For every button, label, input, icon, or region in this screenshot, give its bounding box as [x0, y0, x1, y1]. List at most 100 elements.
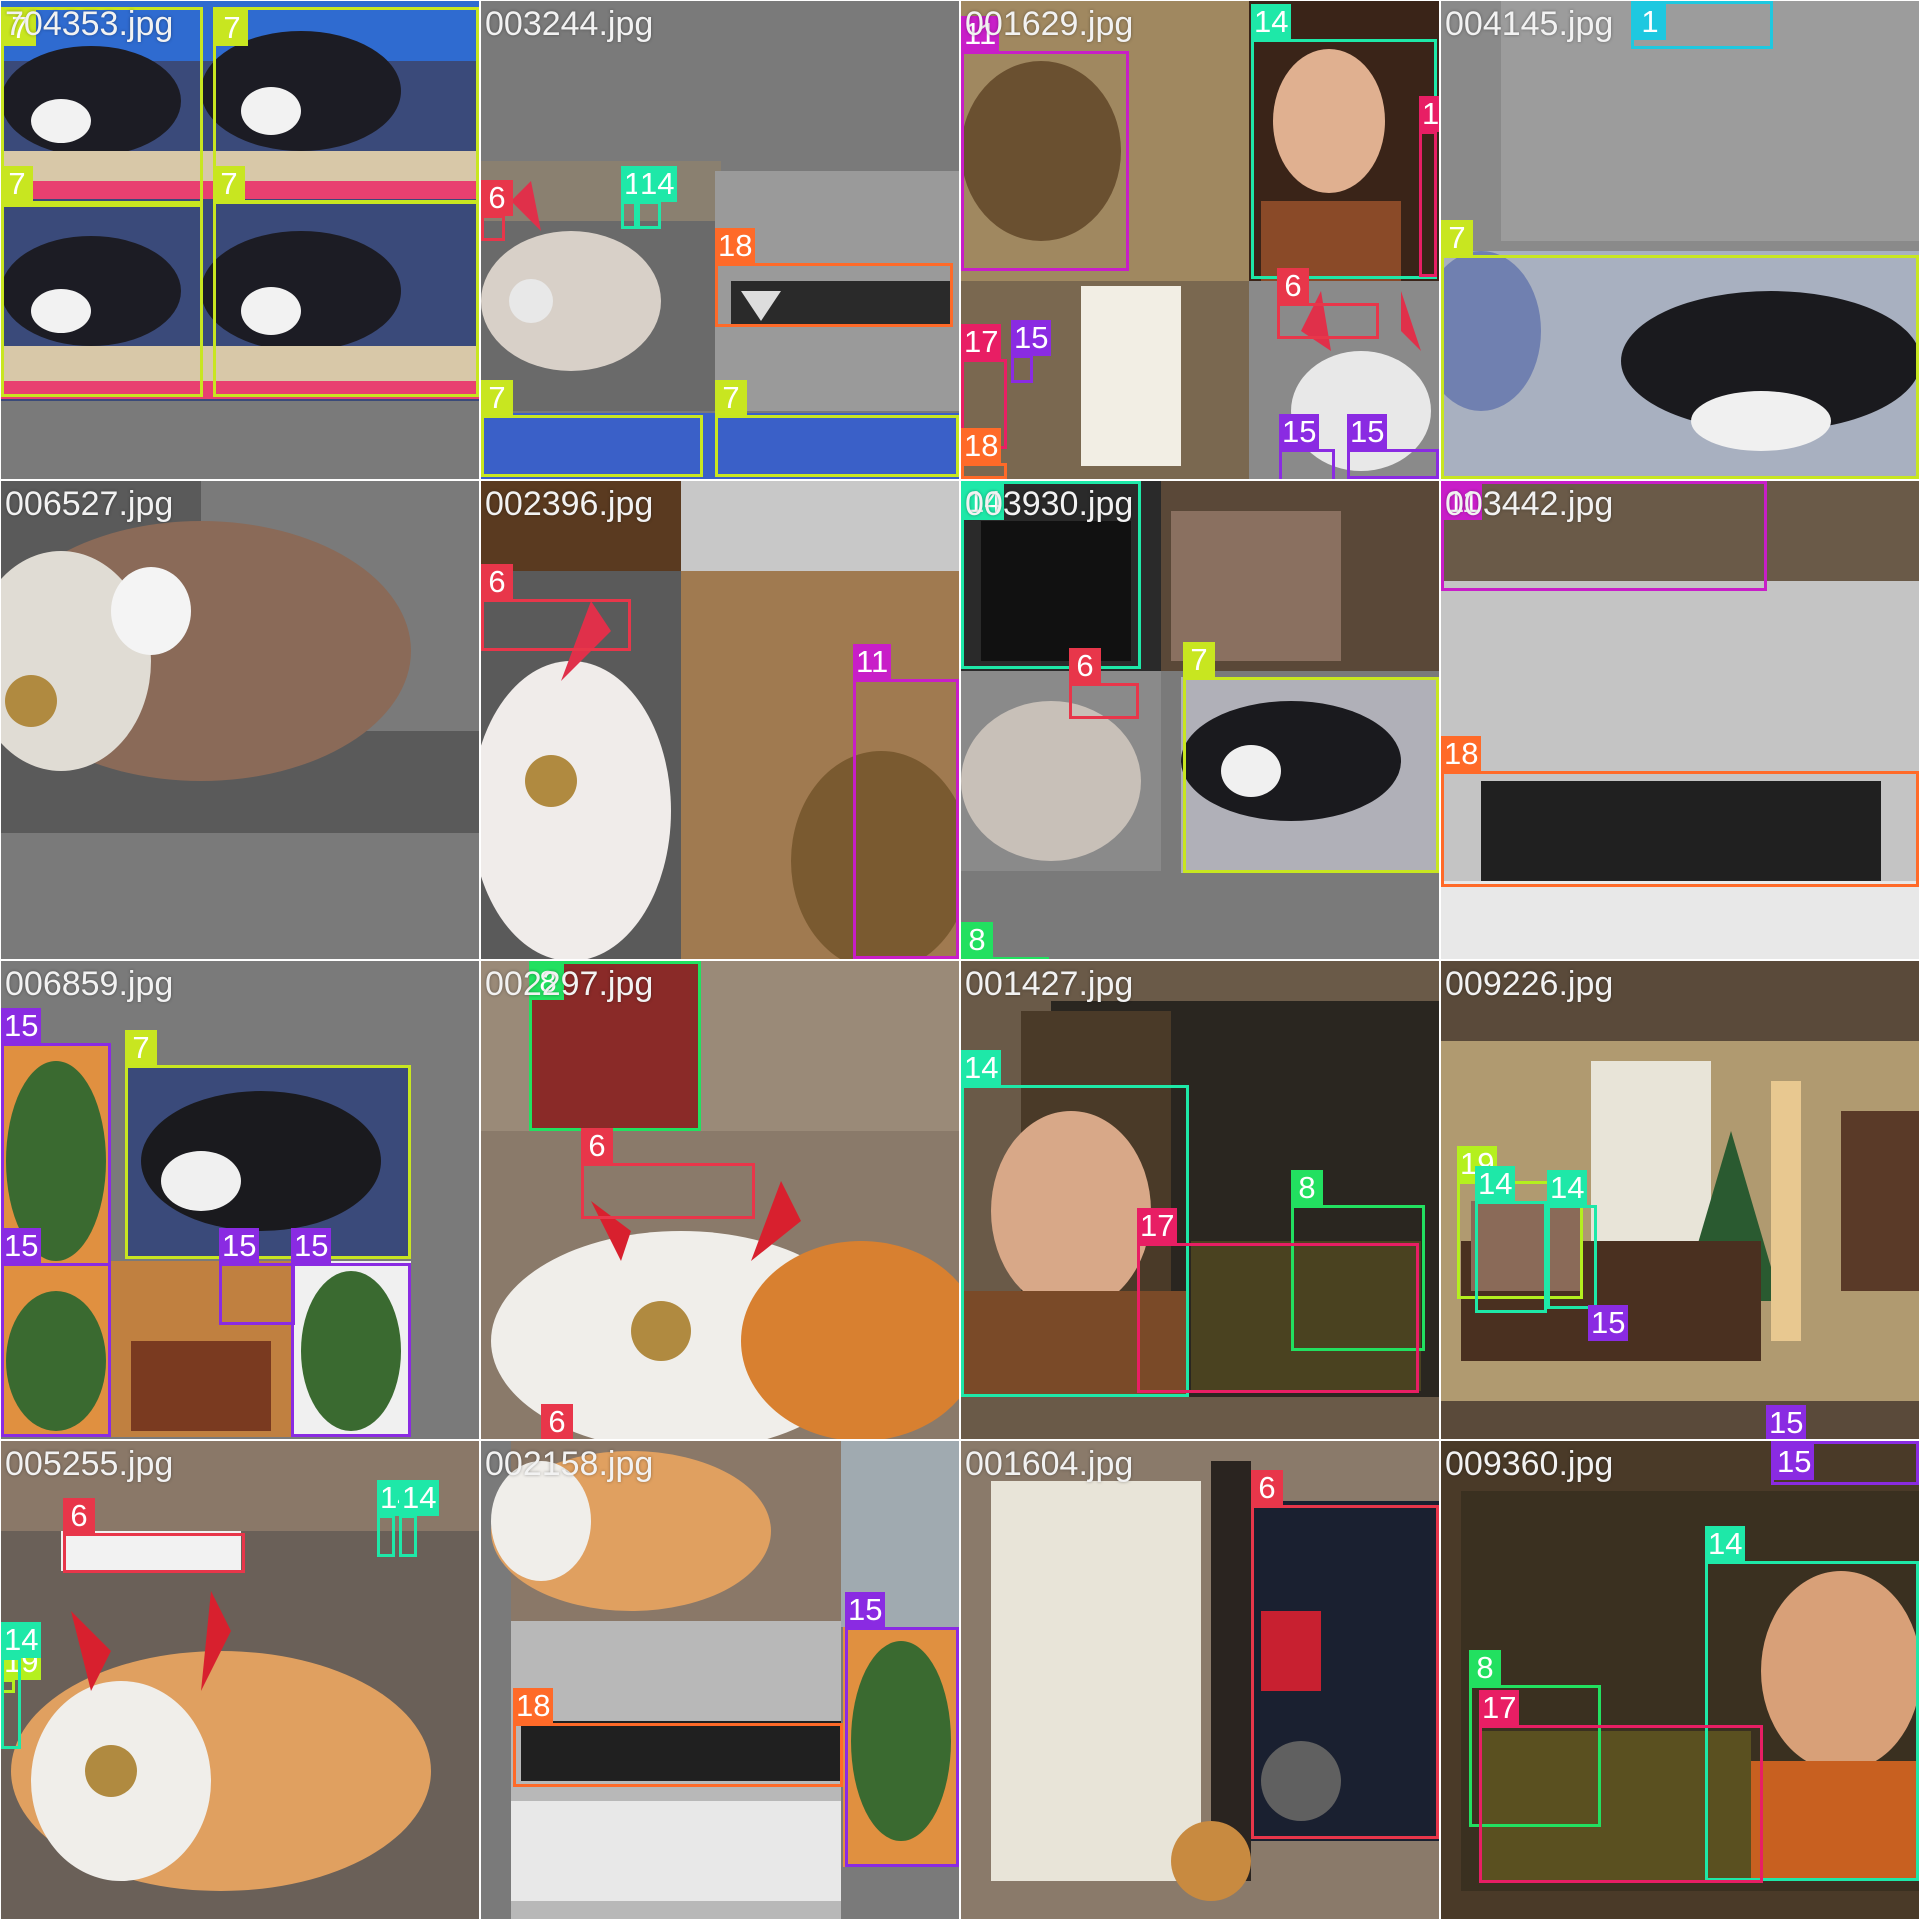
tile-704353: 7 7 7 7 704353.jpg — [1, 1, 479, 479]
bbox-class-14: 14 — [637, 166, 678, 229]
bbox-label: 14 — [961, 1050, 1002, 1086]
bbox-class-7: 7 — [1183, 642, 1439, 873]
bbox-class-11: 11 — [853, 644, 959, 959]
bbox-class-14: 14 — [1, 1622, 42, 1749]
bbox-class-17: 17 — [1137, 1208, 1419, 1393]
bbox-label: 11 — [1444, 484, 1483, 520]
filename-label: 003442.jpg — [1445, 485, 1614, 523]
filename-label: 003930.jpg — [965, 485, 1134, 523]
bbox-label: 14 — [964, 484, 1005, 520]
bbox-label: 15 — [1774, 1444, 1815, 1480]
bbox-class-6: 6 — [481, 180, 513, 241]
bbox-label: 6 — [1277, 268, 1309, 304]
filename-label: 002158.jpg — [485, 1445, 654, 1483]
filename-label: 001604.jpg — [965, 1445, 1134, 1483]
tile-009226: 19 14 14 15 15 009226.jpg — [1441, 961, 1919, 1439]
bbox-label: 6 — [581, 1128, 613, 1164]
bbox-label: 15 — [219, 1228, 260, 1264]
bbox-label: 7 — [715, 380, 747, 416]
bbox-class-11: 11 — [1441, 481, 1767, 591]
bbox-label: 8 — [1469, 1650, 1501, 1686]
bbox-label: 15 — [1766, 1405, 1807, 1439]
bbox-class-6: 6 — [581, 1128, 755, 1219]
bbox-class-6: 6 — [1277, 268, 1379, 339]
bbox-class-14: 14 — [377, 1480, 418, 1557]
scene-image — [961, 1, 1439, 479]
bbox-label: 17 — [1137, 1208, 1178, 1244]
bbox-label: 7 — [1441, 220, 1473, 256]
scene-image — [1441, 481, 1919, 959]
bbox-label: 15 — [1011, 320, 1052, 356]
bbox-label: 7 — [1183, 642, 1215, 678]
tile-001629: 11141761715181515001629.jpg — [961, 1, 1439, 479]
scene-image — [1, 1, 479, 479]
bbox-class-14: 14 — [399, 1480, 440, 1557]
bbox-label: 14 — [1705, 1526, 1746, 1562]
scene-image — [1, 1441, 479, 1919]
bbox-class-6: 6 — [1251, 1470, 1439, 1839]
scene-image — [1, 481, 479, 959]
bbox-class-7: 7 — [481, 380, 703, 477]
bbox-label: 6 — [481, 180, 513, 216]
bbox-class-15: 15 — [845, 1592, 959, 1867]
bbox-class-18: 18 — [1441, 736, 1919, 887]
filename-label: 006527.jpg — [5, 485, 174, 523]
bbox-label: 14 — [1547, 1170, 1588, 1206]
bbox-class-14: 14 — [961, 481, 1141, 669]
bbox-class-6: 6 — [1069, 648, 1139, 719]
scene-image — [961, 481, 1439, 959]
scene-image — [1441, 961, 1919, 1439]
bbox-class-15: 15 — [1347, 414, 1439, 479]
bbox-label: 18 — [513, 1688, 554, 1724]
bbox-label: 8 — [961, 922, 993, 958]
bbox-class-6: 6 — [63, 1498, 245, 1573]
bbox-label: 17 — [961, 324, 1002, 360]
bbox-label: 14 — [637, 166, 678, 202]
bbox-label: 7 — [216, 10, 248, 46]
bbox-class-14: 14 — [1475, 1166, 1547, 1313]
filename-label: 009226.jpg — [1445, 965, 1614, 1003]
bbox-class-7: 7 — [213, 7, 479, 203]
bbox-class-17: 17 — [961, 324, 1007, 449]
bbox-label: 14 — [1251, 4, 1292, 40]
tile-009360: 15 14 8 17 009360.jpg — [1441, 1441, 1919, 1919]
bbox-class-7: 7 — [1, 166, 203, 397]
filename-label: 006859.jpg — [5, 965, 174, 1003]
tile-006527: 006527.jpg — [1, 481, 479, 959]
bbox-label: 15 — [1, 1008, 42, 1044]
bbox-label: 15 — [1, 1228, 42, 1264]
bbox-class-1: 1 — [1631, 1, 1773, 49]
bbox-label: 7 — [1, 166, 33, 202]
bbox-label: 7 — [213, 166, 245, 202]
tile-001427: 14 8 17 001427.jpg — [961, 961, 1439, 1439]
bbox-label: 7 — [4, 10, 36, 46]
bbox-label: 15 — [1588, 1305, 1629, 1341]
bbox-class-7: 7 — [1441, 220, 1919, 479]
bbox-class-14: 14 — [1547, 1170, 1597, 1309]
bbox-label: 15 — [1279, 414, 1320, 450]
tile-002158: 18 15 002158.jpg — [481, 1441, 959, 1919]
filename-label: 002297.jpg — [485, 965, 654, 1003]
tile-002297: 8 6 6 002297.jpg — [481, 961, 959, 1439]
bbox-label: 11 — [961, 16, 1000, 52]
bbox-label: 6 — [541, 1404, 573, 1439]
scene-image — [481, 1, 959, 479]
scene-image — [1441, 1, 1919, 479]
bbox-class-8: 8 — [529, 961, 701, 1131]
filename-label: 001629.jpg — [965, 5, 1134, 43]
bbox-label: 6 — [1251, 1470, 1283, 1506]
bbox-label: 15 — [291, 1228, 332, 1264]
bbox-label: 11 — [853, 644, 892, 680]
bbox-label: 14 — [399, 1480, 440, 1516]
bbox-class-8: 8 — [961, 922, 1049, 959]
scene-image — [961, 961, 1439, 1439]
tile-003930: 14 6 7 8 003930.jpg — [961, 481, 1439, 959]
bbox-label: 6 — [481, 564, 513, 600]
bbox-label: 1 — [1634, 4, 1666, 40]
scene-image — [481, 961, 959, 1439]
bbox-class-15: 15 — [1279, 414, 1335, 479]
bbox-label: 17 — [1479, 1690, 1520, 1726]
bbox-class-14: 14 — [1251, 4, 1437, 279]
scene-image — [1, 961, 479, 1439]
